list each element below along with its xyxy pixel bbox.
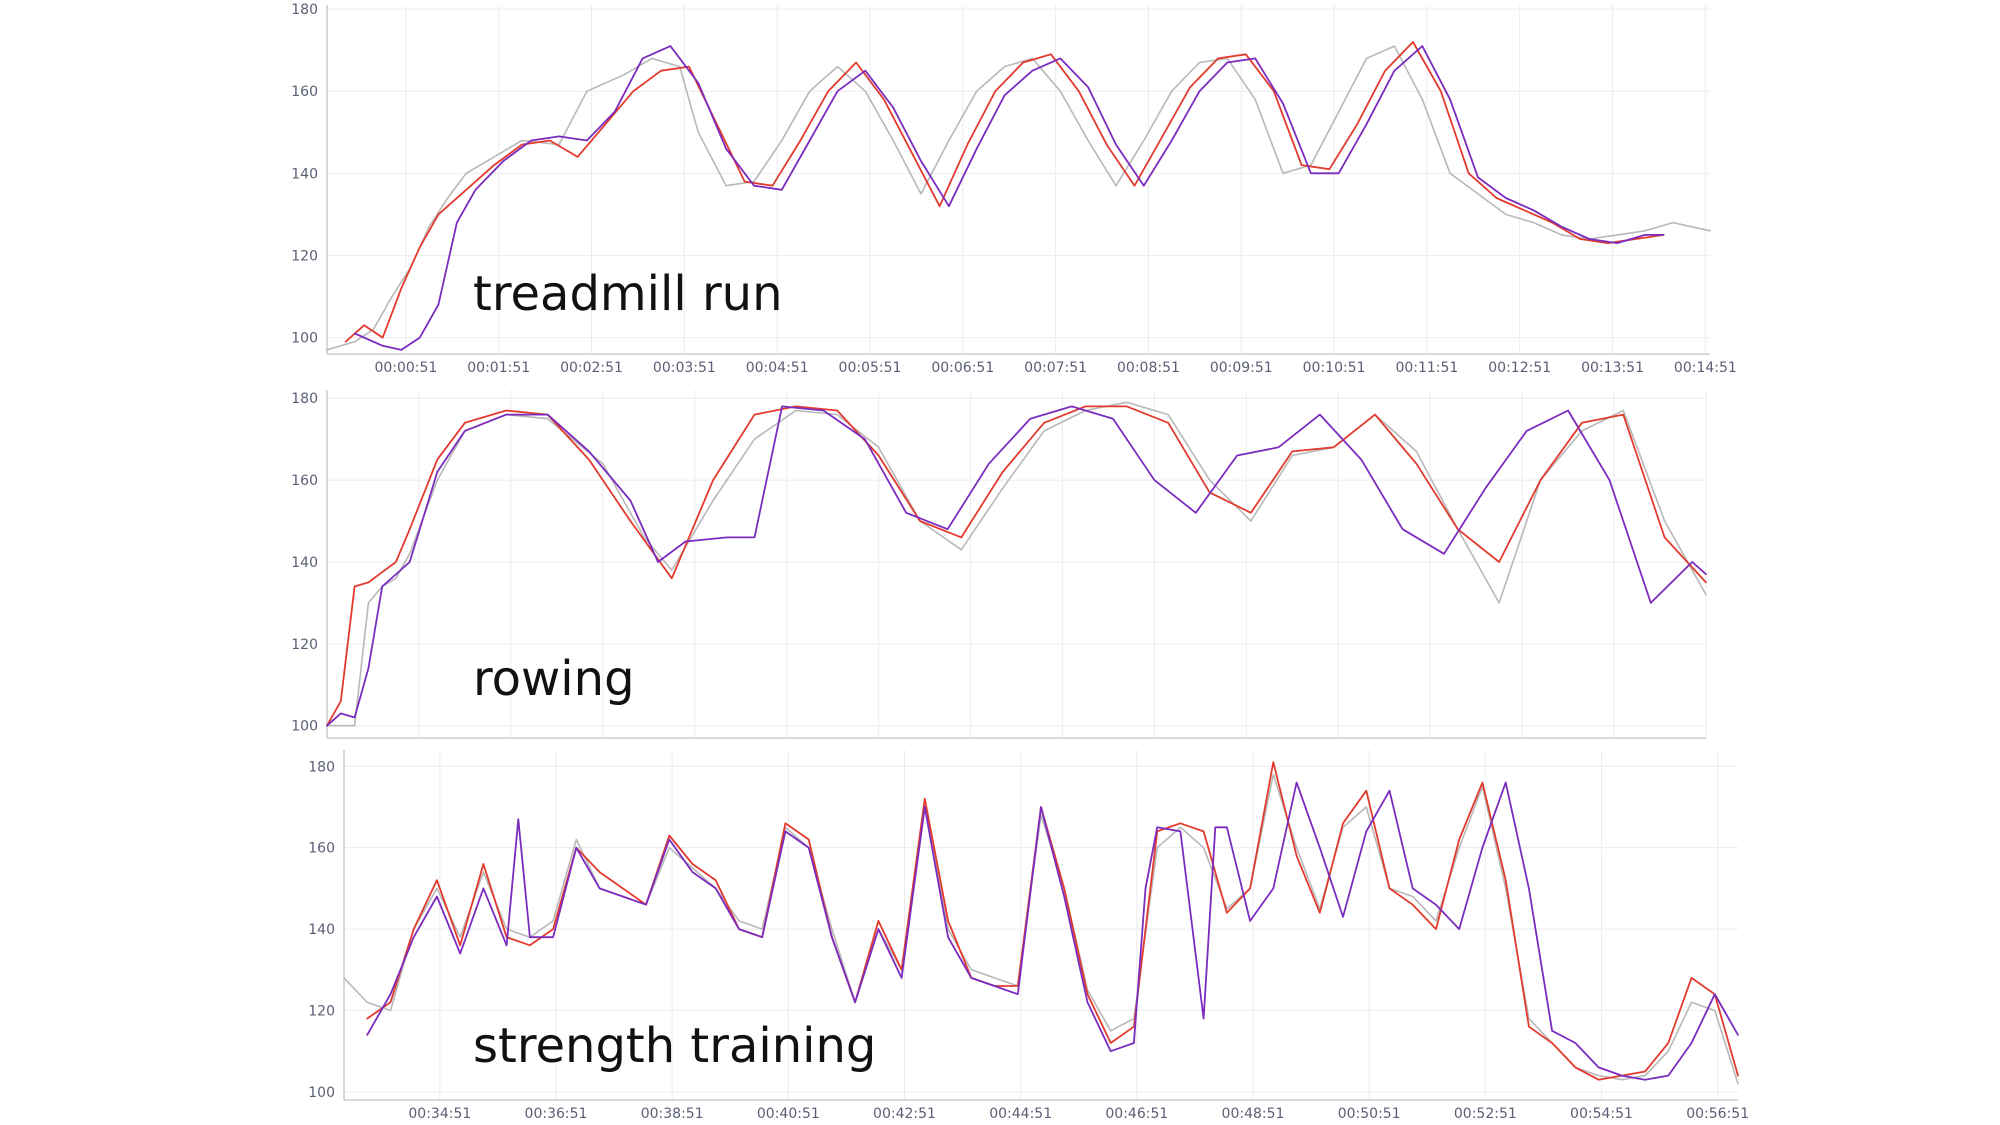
y-tick-label: 120: [291, 248, 318, 264]
chart-panel-2: 100 120 140 160 180 00:34:51 00:36:51 00:38:51 0…: [308, 750, 1749, 1122]
series-line-0: [326, 401, 1707, 727]
chart-panel-1: 100 120 140 160 180 rowing: [291, 390, 1707, 739]
x-tick-label: 00:50:51: [1338, 1106, 1401, 1122]
y-tick-label: 160: [291, 84, 318, 100]
x-tick-label: 00:42:51: [873, 1106, 936, 1122]
x-tick-label: 00:06:51: [931, 360, 994, 376]
y-tick-label: 160: [291, 473, 318, 489]
y-tick-label: 140: [308, 922, 335, 938]
x-tick-label: 00:48:51: [1222, 1106, 1285, 1122]
y-tick-label: 180: [291, 391, 318, 407]
panel-label: rowing: [473, 651, 635, 707]
x-tick-label: 00:13:51: [1581, 360, 1644, 376]
x-tick-label: 00:14:51: [1674, 360, 1737, 376]
y-tick-label: 180: [308, 759, 335, 775]
x-tick-label: 00:01:51: [467, 360, 530, 376]
x-tick-label: 00:09:51: [1210, 360, 1273, 376]
x-tick-label: 00:38:51: [641, 1106, 704, 1122]
y-tick-label: 180: [291, 2, 318, 18]
series-line-2: [326, 405, 1707, 727]
x-tick-label: 00:56:51: [1686, 1106, 1749, 1122]
y-tick-label: 100: [308, 1085, 335, 1101]
panel-label: treadmill run: [473, 266, 783, 322]
series-line-2: [366, 781, 1739, 1081]
x-tick-label: 00:03:51: [653, 360, 716, 376]
series-line-0: [343, 773, 1739, 1085]
chart-panel-0: 100 120 140 160 180 00:00:51 00:01:51 00:02:51 0…: [291, 2, 1737, 376]
y-tick-label: 140: [291, 555, 318, 571]
x-tick-label: 00:08:51: [1117, 360, 1180, 376]
x-tick-label: 00:02:51: [560, 360, 623, 376]
x-tick-label: 00:11:51: [1395, 360, 1458, 376]
x-tick-label: 00:52:51: [1454, 1106, 1517, 1122]
x-tick-label: 00:12:51: [1488, 360, 1551, 376]
x-tick-label: 00:04:51: [746, 360, 809, 376]
x-tick-label: 00:34:51: [408, 1106, 471, 1122]
x-tick-label: 00:46:51: [1105, 1106, 1168, 1122]
x-tick-label: 00:36:51: [525, 1106, 588, 1122]
series-line-1: [326, 405, 1707, 727]
series-line-0: [326, 45, 1711, 351]
x-tick-label: 00:00:51: [374, 360, 437, 376]
y-tick-label: 120: [308, 1003, 335, 1019]
series-line-1: [366, 761, 1739, 1081]
x-tick-label: 00:54:51: [1570, 1106, 1633, 1122]
y-tick-label: 100: [291, 719, 318, 735]
x-tick-label: 00:44:51: [989, 1106, 1052, 1122]
y-tick-label: 120: [291, 637, 318, 653]
x-tick-label: 00:05:51: [839, 360, 902, 376]
x-tick-label: 00:10:51: [1303, 360, 1366, 376]
y-tick-label: 140: [291, 166, 318, 182]
series-line-2: [353, 45, 1665, 351]
y-tick-label: 100: [291, 331, 318, 347]
y-tick-label: 160: [308, 841, 335, 857]
x-tick-label: 00:07:51: [1024, 360, 1087, 376]
panel-label: strength training: [473, 1018, 876, 1074]
x-tick-label: 00:40:51: [757, 1106, 820, 1122]
